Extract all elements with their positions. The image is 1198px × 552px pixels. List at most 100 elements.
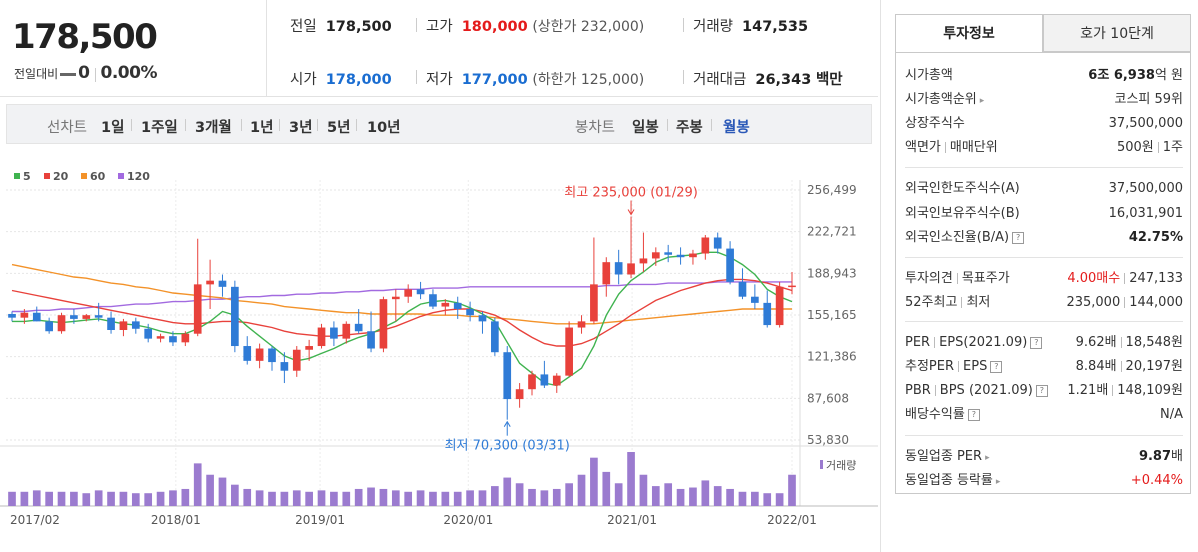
volume-bar	[131, 493, 140, 506]
volume-bar	[466, 490, 474, 506]
x-tick-label: 2017/02	[10, 513, 60, 527]
volume-bar	[788, 474, 796, 506]
volume-bar	[82, 493, 91, 506]
candle-body	[8, 313, 16, 318]
candle-body	[491, 321, 499, 353]
price-change: 전일대비 0 0.00%	[14, 63, 158, 83]
help-icon[interactable]: ?	[1012, 231, 1025, 244]
min-arrow-head	[503, 420, 511, 427]
volume-bar	[206, 474, 214, 506]
tab-investment-info[interactable]: 투자정보	[895, 14, 1043, 52]
volume-bar	[280, 491, 289, 506]
candle-body	[330, 327, 338, 339]
y-tick-label: 222,721	[807, 225, 857, 239]
period-3m[interactable]: 3개월	[195, 120, 232, 136]
market-cap-row: 시가총액 6조 6,938억 원	[905, 68, 1183, 83]
candle-body	[94, 315, 103, 318]
min-price-label: 최저 70,300 (03/31)	[445, 439, 570, 454]
volume-bar	[565, 483, 573, 506]
period-3y[interactable]: 3년	[289, 120, 313, 136]
period-5y[interactable]: 5년	[327, 120, 351, 136]
volume-bar	[231, 484, 239, 506]
help-icon[interactable]: ?	[967, 408, 980, 421]
foreign-ratio-row: 외국인소진율(B/A)? 42.75%	[905, 230, 1183, 245]
x-tick-label: 2020/01	[443, 513, 493, 527]
volume-bar	[8, 491, 16, 506]
y-tick-label: 87,608	[807, 391, 849, 405]
x-tick-label: 2019/01	[295, 513, 345, 527]
chevron-right-icon: ▸	[979, 96, 985, 106]
period-1w[interactable]: 1주일	[141, 120, 178, 136]
volume-bar	[330, 491, 338, 506]
volume-bar	[32, 490, 41, 506]
candle-body	[614, 262, 623, 275]
candle-body	[379, 299, 388, 349]
period-1d[interactable]: 1일	[101, 120, 125, 136]
ma20-line	[11, 278, 793, 347]
volume-bar	[429, 491, 437, 506]
period-1y[interactable]: 1년	[250, 120, 274, 136]
candle-body	[713, 237, 722, 249]
volume-bar	[317, 490, 326, 506]
change-value: 0	[78, 63, 90, 83]
legend-label: 5	[23, 170, 31, 183]
candle-body	[305, 346, 313, 350]
volume-bar	[193, 463, 202, 506]
volume-bar	[540, 490, 549, 506]
candle-monthly[interactable]: 월봉	[723, 120, 750, 136]
period-10y[interactable]: 10년	[367, 120, 401, 136]
candle-body	[391, 296, 400, 300]
volume-bar	[181, 488, 190, 506]
info-panel: 투자정보 호가 10단계 시가총액 6조 6,938억 원 시가총액순위 ▸ 코스…	[880, 0, 1198, 552]
volume-bar	[726, 488, 734, 506]
candle-body	[206, 280, 214, 285]
candle-body	[342, 323, 351, 339]
volume-bar	[367, 487, 375, 506]
candle-body	[367, 331, 375, 349]
industry-per-row[interactable]: 동일업종 PER ▸ 9.87배	[905, 449, 1183, 464]
volume-bar	[515, 483, 524, 506]
volume-bar	[404, 491, 413, 506]
current-price: 178,500	[12, 17, 158, 57]
candle-body	[577, 321, 586, 328]
candle-weekly[interactable]: 주봉	[676, 120, 703, 136]
chart-grid	[0, 180, 878, 507]
change-label: 전일대비	[14, 67, 59, 81]
legend-label: 20	[53, 170, 69, 183]
volume-legend-swatch	[820, 460, 823, 469]
market-cap-rank-row[interactable]: 시가총액순위 ▸ 코스피 59위	[905, 92, 1183, 107]
ma60-line	[11, 263, 792, 325]
volume-bar	[218, 477, 227, 506]
industry-change-row[interactable]: 동일업종 등락률 ▸ +0.44%	[905, 473, 1183, 488]
candle-body	[231, 286, 239, 347]
candle-body	[478, 315, 487, 322]
volume-bar	[713, 486, 722, 506]
candle-body	[775, 286, 784, 326]
moving-averages	[11, 251, 793, 387]
volume-bar	[651, 486, 660, 506]
volume-bar	[751, 491, 759, 506]
max-price-label: 최고 235,000 (01/29)	[564, 186, 698, 201]
volume-bars: 거래량	[8, 452, 856, 506]
help-icon[interactable]: ?	[1035, 384, 1048, 397]
volume-bar	[268, 491, 276, 506]
candle-body	[404, 289, 413, 297]
candle-body	[70, 315, 78, 319]
volume-bar	[503, 477, 512, 506]
volume-bar	[602, 471, 611, 506]
candle-body	[280, 362, 289, 371]
volume-bar	[478, 490, 487, 506]
candle-body	[317, 327, 326, 347]
legend-swatch	[81, 173, 87, 179]
candle-body	[627, 263, 635, 275]
volume-bar	[491, 486, 499, 506]
candle-body	[676, 254, 685, 258]
price-summary: 178,500 전일대비 0 0.00%	[0, 0, 267, 97]
help-icon[interactable]: ?	[1030, 336, 1043, 349]
y-tick-label: 155,165	[807, 308, 857, 322]
tab-order-book[interactable]: 호가 10단계	[1043, 14, 1191, 52]
candle-body	[441, 302, 450, 307]
candle-daily[interactable]: 일봉	[632, 120, 659, 136]
help-icon[interactable]: ?	[990, 360, 1003, 373]
price-stats: 전일 178,500 고가 180,000 (상한가 232,000) 거래량 147…	[266, 0, 878, 97]
